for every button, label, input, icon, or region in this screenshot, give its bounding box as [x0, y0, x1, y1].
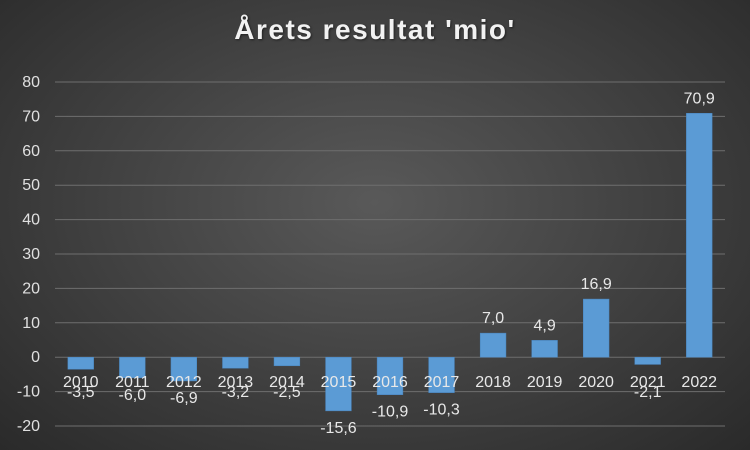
data-label: -10,3: [423, 402, 460, 419]
data-label: -15,6: [320, 420, 357, 437]
y-tick-label: 20: [22, 280, 40, 297]
x-tick-label: 2020: [578, 374, 614, 391]
data-label: 7,0: [482, 310, 504, 327]
x-axis-ticks: 2010 2011 2012 2013 2014 2015 2016 2017 2018 2019…: [63, 374, 717, 391]
bar: [119, 356, 146, 379]
bar: [479, 332, 507, 358]
data-label: 70,9: [684, 90, 715, 107]
x-tick-label: 2016: [372, 374, 408, 391]
data-label: -3,5: [67, 384, 95, 401]
x-tick-label: 2019: [527, 374, 563, 391]
bar: [428, 356, 455, 393]
bar: [67, 356, 94, 370]
x-tick-label: 2014: [269, 374, 305, 391]
x-tick-label: 2012: [166, 374, 202, 391]
x-tick-label: 2011: [115, 374, 150, 391]
data-labels: -3,5 -6,0 -6,9 -3,2 -2,5 -15,6 -10,9 -10,3 7,0 4,…: [67, 90, 715, 437]
x-tick-label: 2017: [424, 374, 460, 391]
y-tick-label: 70: [22, 108, 40, 125]
x-tick-label: 2018: [475, 374, 511, 391]
y-tick-label: 60: [22, 143, 40, 160]
chart-title: Årets resultat 'mio': [234, 14, 516, 45]
data-label: -6,0: [119, 387, 147, 404]
y-tick-label: 40: [22, 212, 40, 229]
x-tick-label: 2015: [321, 374, 357, 391]
data-label: -2,5: [273, 384, 301, 401]
bars: [67, 113, 713, 412]
data-label: -10,9: [372, 404, 409, 421]
bar: [170, 356, 197, 382]
bar: [686, 113, 713, 358]
y-tick-label: 30: [22, 246, 40, 263]
x-tick-label: 2010: [63, 374, 99, 391]
y-axis-ticks: -20 -10 0 10 20 30 40 50 60 70 80: [17, 74, 40, 435]
data-label: -3,2: [222, 384, 250, 401]
bar: [325, 356, 352, 412]
data-label: 4,9: [533, 317, 555, 334]
bar: [273, 356, 301, 367]
y-tick-label: 50: [22, 177, 40, 194]
y-tick-label: 0: [31, 349, 40, 366]
x-tick-label: 2022: [681, 374, 717, 391]
y-tick-label: 80: [22, 74, 40, 91]
data-label: 16,9: [581, 276, 612, 293]
data-label: -2,1: [634, 384, 662, 401]
bar: [376, 356, 404, 395]
y-tick-label: -20: [17, 418, 40, 435]
bar: [583, 298, 610, 358]
bar: [531, 340, 558, 358]
x-tick-label: 2021: [630, 374, 666, 391]
y-tick-label: 10: [22, 315, 40, 332]
data-label: -6,9: [170, 390, 198, 407]
x-tick-label: 2013: [218, 374, 254, 391]
bar: [634, 356, 661, 365]
bar: [222, 356, 249, 369]
y-tick-label: -10: [17, 384, 40, 401]
